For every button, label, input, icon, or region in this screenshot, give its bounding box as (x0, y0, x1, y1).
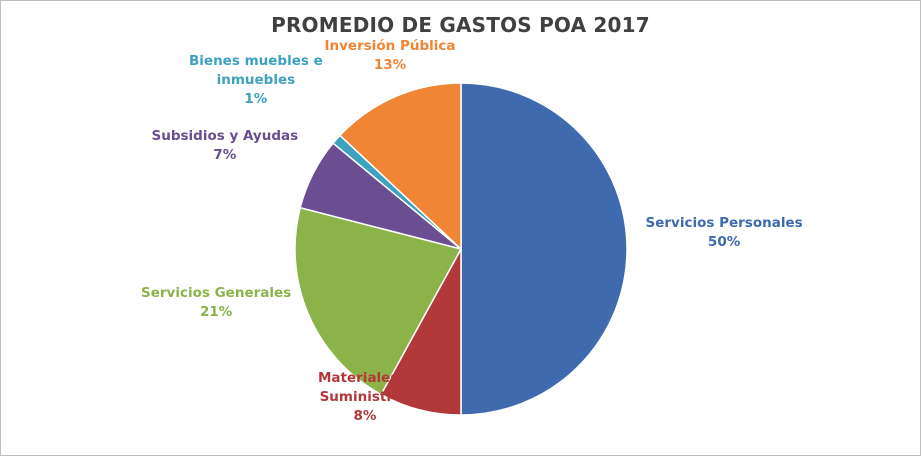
slice-label-percent: 1% (244, 90, 268, 107)
slice-label-name: inmuebles (216, 71, 296, 88)
slice-label: Bienes muebles e inmuebles 1% (189, 52, 323, 109)
slice-label-name: Materiales y (318, 369, 412, 386)
slice-label-percent: 7% (213, 147, 237, 163)
slice-label-percent: 21% (199, 304, 233, 320)
pie-slice-inversi-n-p-blica (338, 82, 462, 251)
slice-label-name: Servicios Generales (141, 285, 292, 301)
slice-label-percent: 50% (707, 234, 741, 250)
slice-label-percent: 8% (353, 407, 377, 424)
slice-label-name: Suministros (319, 388, 411, 405)
slice-label: Inversión Pública 13% (325, 37, 456, 75)
pie-slice-servicios-generales (294, 206, 463, 396)
slice-label: Subsidios y Ayudas 7% (152, 127, 299, 165)
slice-label: Servicios Personales 50% (646, 214, 803, 252)
slice-label-name: Inversión Pública (324, 38, 456, 54)
slice-label-name: Bienes muebles e (189, 52, 323, 69)
pie-slice-servicios-personales (460, 82, 628, 416)
slice-label: Materiales y Suministros 8% (318, 369, 412, 426)
slice-label: Servicios Generales 21% (141, 284, 291, 322)
slice-label-name: Servicios Personales (645, 215, 803, 231)
slice-label-name: Subsidios y Ayudas (151, 128, 299, 144)
slice-label-percent: 13% (373, 57, 407, 73)
chart-title: PROMEDIO DE GASTOS POA 2017 (271, 13, 650, 37)
